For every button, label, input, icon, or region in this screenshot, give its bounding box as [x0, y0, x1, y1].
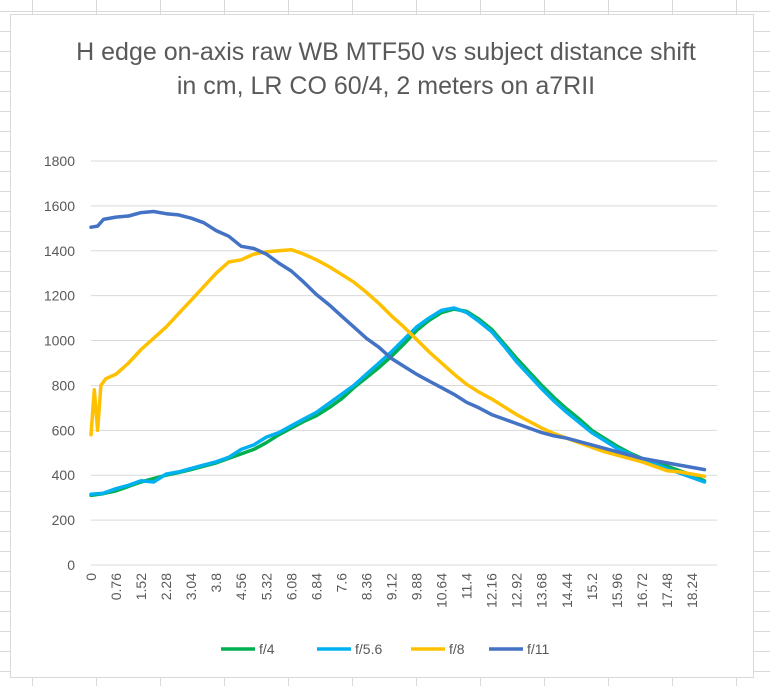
series-line-f-4	[89, 307, 707, 498]
x-tick-label: 7.6	[333, 573, 349, 593]
x-tick-label: 11.4	[459, 573, 475, 599]
x-tick-label: 3.8	[208, 573, 224, 593]
y-tick-label: 1800	[44, 153, 75, 169]
y-tick-label: 0	[67, 557, 75, 573]
y-tick-label: 400	[52, 467, 76, 483]
series-lines	[89, 209, 707, 498]
x-tick-label: 4.56	[233, 573, 249, 600]
x-tick-label: 9.12	[383, 573, 399, 600]
y-tick-label: 1200	[44, 288, 75, 304]
x-tick-label: 16.72	[634, 573, 650, 608]
legend-label: f/4	[259, 641, 275, 657]
x-tick-label: 17.48	[659, 573, 675, 608]
x-tick-label: 9.88	[409, 573, 425, 600]
y-tick-label: 1000	[44, 333, 75, 349]
x-tick-label: 12.16	[484, 573, 500, 608]
x-tick-label: 0	[83, 573, 99, 581]
legend-label: f/11	[527, 641, 550, 657]
chart-area[interactable]: H edge on-axis raw WB MTF50 vs subject d…	[10, 14, 754, 678]
y-tick-label: 1600	[44, 198, 75, 214]
x-tick-label: 2.28	[158, 573, 174, 600]
x-tick-label: 5.32	[258, 573, 274, 600]
x-tick-label: 3.04	[183, 573, 199, 600]
x-tick-label: 6.84	[308, 573, 324, 600]
x-tick-label: 6.08	[283, 573, 299, 600]
x-tick-label: 15.2	[584, 573, 600, 600]
x-tick-label: 12.92	[509, 573, 525, 608]
y-axis-ticks: 0 200 400 600 800 1000 1200 1400 1600 1800	[44, 153, 75, 573]
series-line-f-8	[89, 247, 707, 479]
y-tick-label: 200	[52, 512, 76, 528]
x-tick-label: 14.44	[559, 573, 575, 608]
line-chart: 0 200 400 600 800 1000 1200 1400 1600 1800 0 0.76 1…	[44, 153, 717, 657]
y-tick-label: 1400	[44, 243, 75, 259]
legend-label: f/5.6	[355, 641, 382, 657]
y-tick-label: 800	[52, 377, 76, 393]
series-line-f-11	[89, 209, 707, 472]
x-tick-label: 15.96	[609, 573, 625, 608]
y-tick-label: 600	[52, 422, 76, 438]
x-tick-label: 18.24	[684, 573, 700, 608]
x-tick-label: 0.76	[108, 573, 124, 600]
series-line-f-5-6	[89, 306, 707, 497]
x-axis-ticks: 0 0.76 1.52 2.28 3.04 3.8 4.56 5.32 6.08 6.84 7.6 8…	[83, 573, 700, 608]
x-tick-label: 13.68	[534, 573, 550, 608]
legend: f/4 f/5.6 f/8 f/11	[221, 641, 550, 657]
chart-title: H edge on-axis raw WB MTF50 vs subject d…	[76, 38, 696, 100]
x-tick-label: 10.64	[434, 573, 450, 608]
x-tick-label: 8.36	[358, 573, 374, 600]
x-tick-label: 1.52	[133, 573, 149, 600]
legend-label: f/8	[449, 641, 465, 657]
